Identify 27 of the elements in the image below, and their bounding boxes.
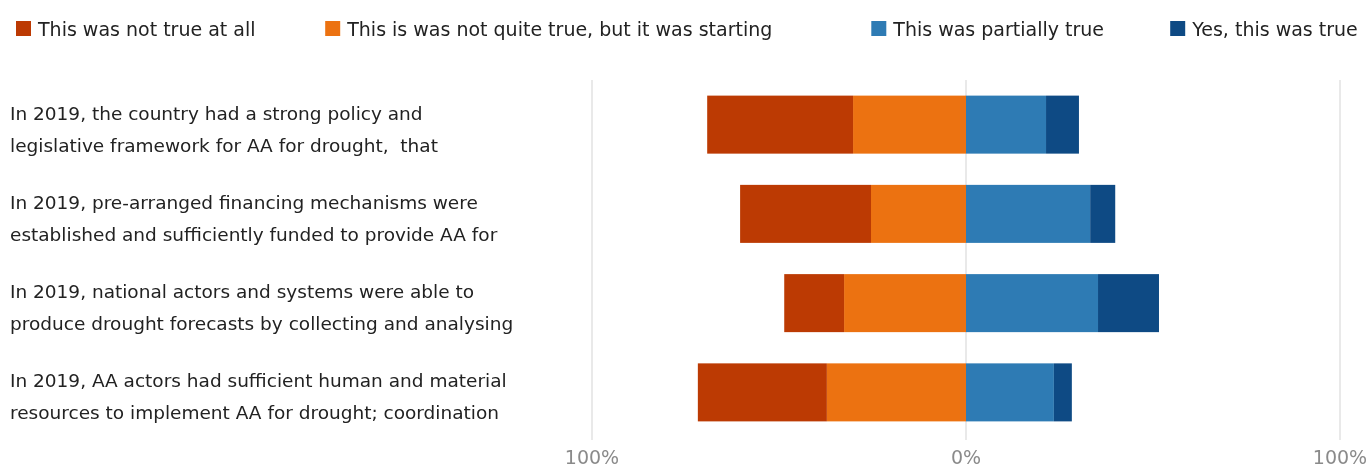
- x-tick-label: 100%: [1312, 446, 1368, 468]
- bar: [1090, 184, 1116, 243]
- bar: [871, 184, 966, 243]
- x-tick-label: 0%: [950, 446, 982, 468]
- bar: [966, 95, 1047, 154]
- y-tick-label: In 2019, national actors and systems were able to produce drought forecasts by collecting and analysing: [10, 280, 514, 334]
- bar: [1046, 95, 1079, 154]
- legend-label: This is was not quite true, but it was starting: [346, 18, 773, 40]
- bar: [826, 363, 966, 422]
- bar: [1053, 363, 1072, 422]
- legend-label: This was not true at all: [37, 18, 256, 40]
- legend-label: This was partially true: [892, 18, 1105, 40]
- bar: [853, 95, 966, 154]
- bar: [966, 184, 1091, 243]
- bar: [697, 363, 827, 422]
- x-tick-label: 100%: [564, 446, 620, 468]
- bar: [1098, 274, 1159, 333]
- bar: [784, 274, 845, 333]
- y-tick-label: In 2019, AA actors had sufficient human and material resources to implement AA for drought; coordination: [10, 369, 507, 423]
- bar: [740, 184, 871, 243]
- bar: [966, 274, 1099, 333]
- bar: [966, 363, 1054, 422]
- legend-label: Yes, this was true: [1191, 18, 1358, 40]
- y-tick-label: In 2019, the country had a strong policy and legislative framework for AA for drought, that: [10, 102, 438, 156]
- y-tick-label: In 2019, pre-arranged financing mechanisms were established and sufficiently funded to provide AA for: [10, 191, 498, 245]
- bar: [707, 95, 854, 154]
- bar: [844, 274, 966, 333]
